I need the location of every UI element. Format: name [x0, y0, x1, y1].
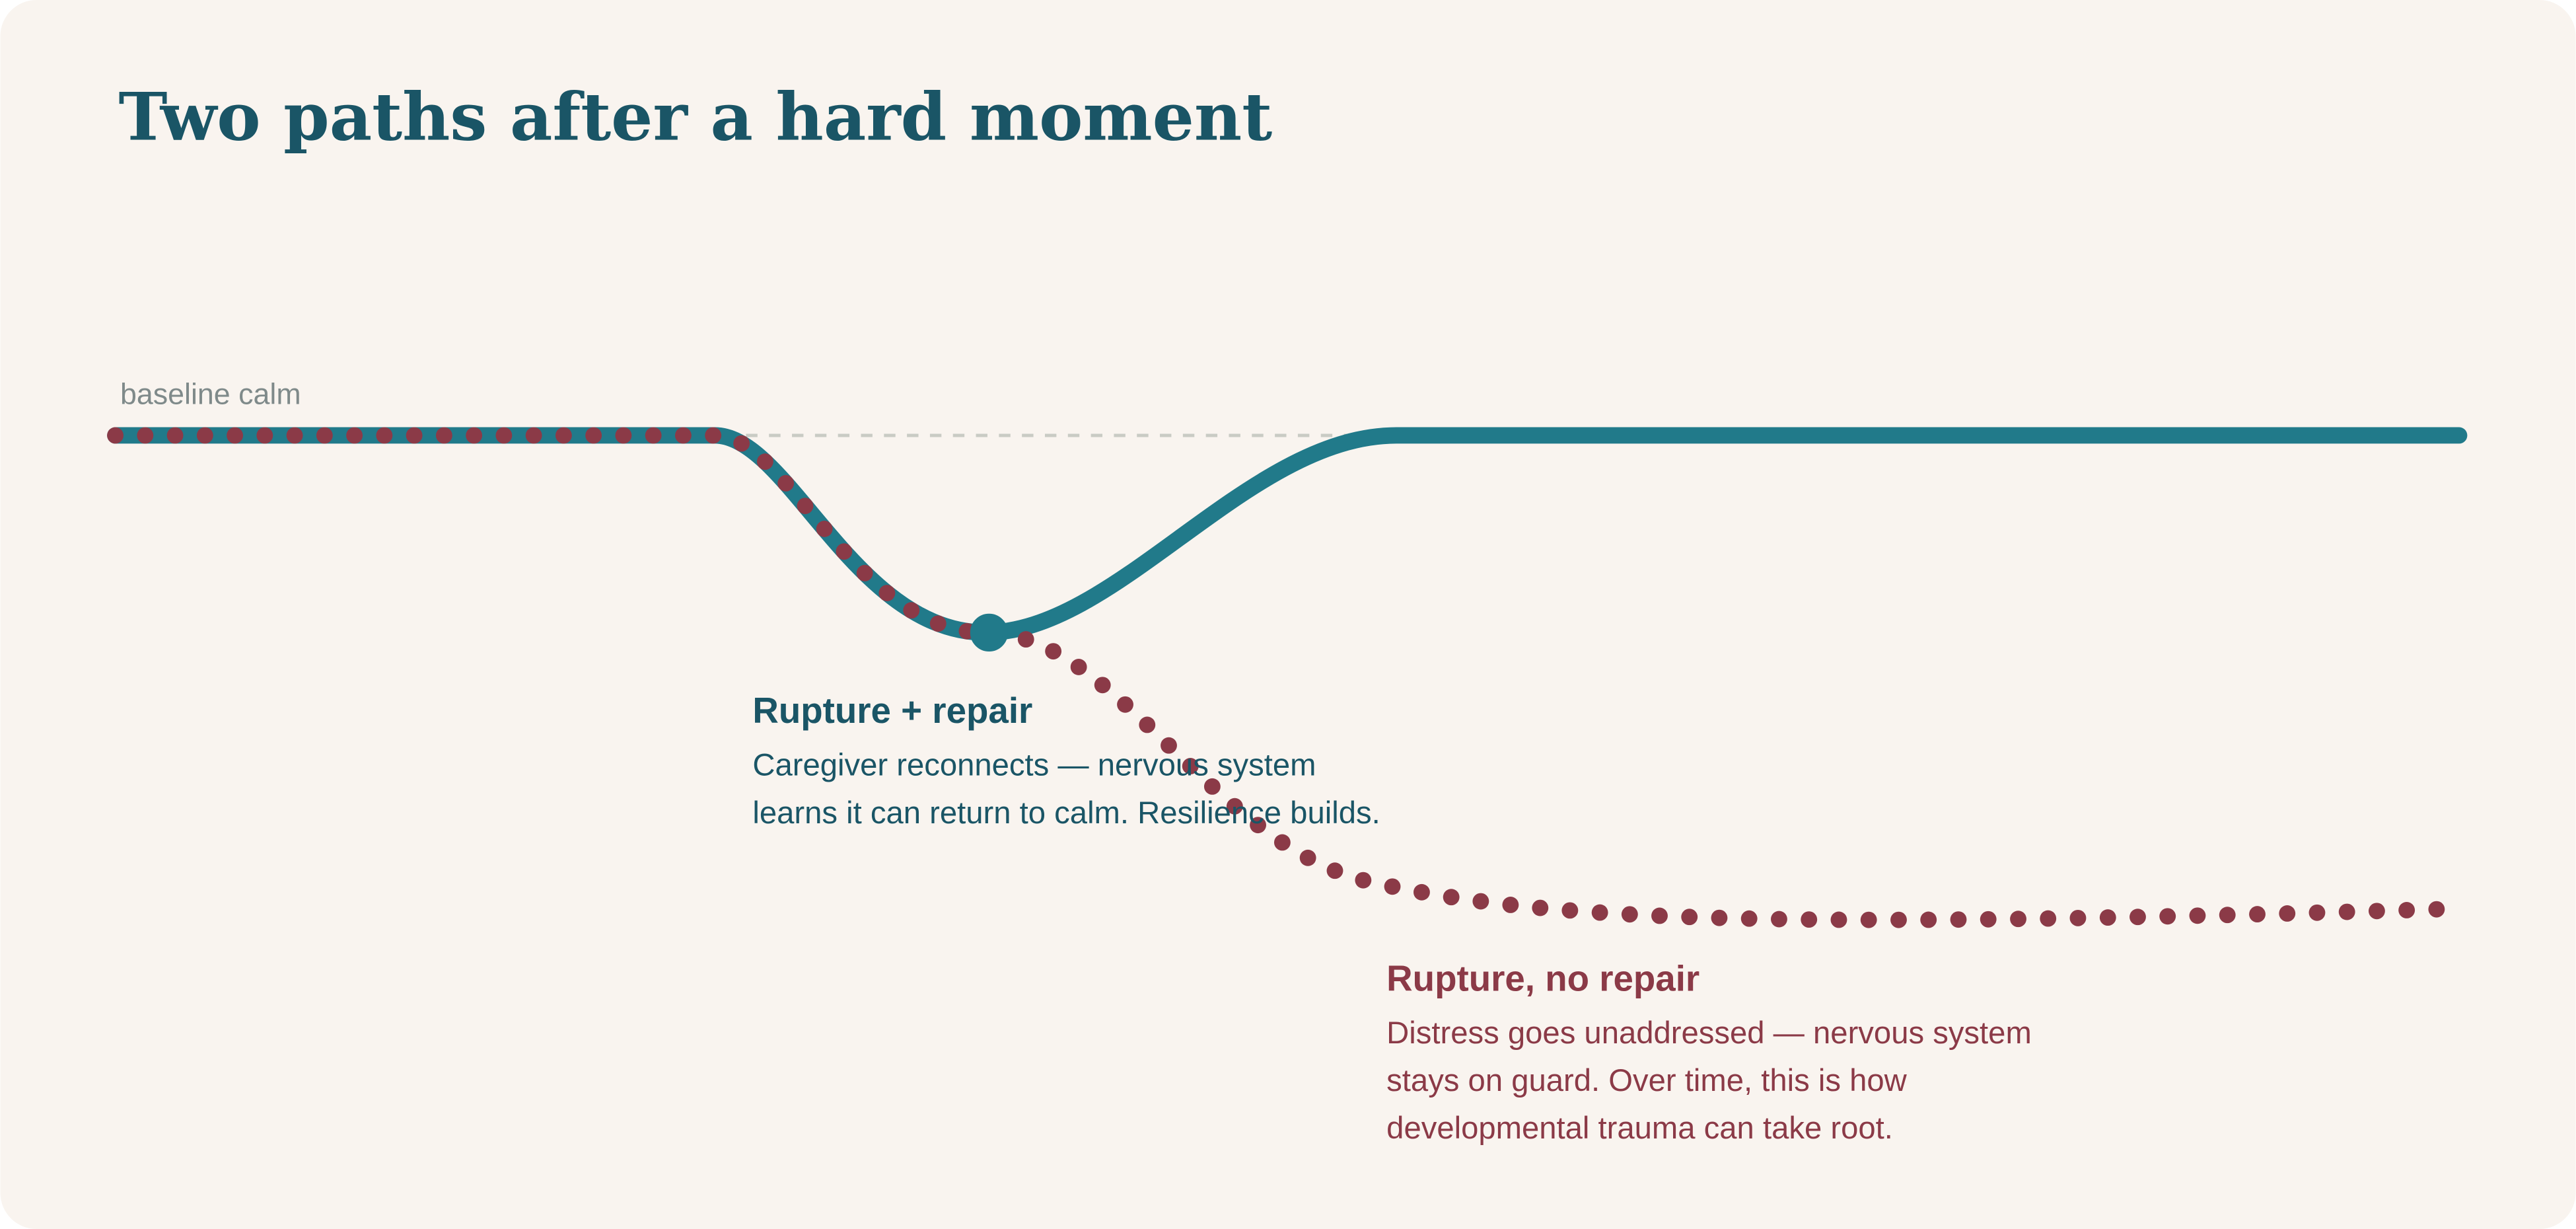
repair-annotation: Rupture + repair Caregiver reconnects — …: [752, 690, 1380, 831]
annotation-line: developmental trauma can take root.: [1386, 1111, 1893, 1146]
baseline-label: baseline calm: [120, 378, 301, 411]
rupture-point: [970, 613, 1009, 652]
annotation-line: Distress goes unaddressed — nervous syst…: [1386, 1016, 2032, 1051]
no-repair-annotation: Rupture, no repair Distress goes unaddre…: [1386, 957, 2032, 1146]
no-repair-path: [107, 427, 2468, 928]
annotation-line: Caregiver reconnects — nervous system: [752, 748, 1316, 783]
annotation-line: learns it can return to calm. Resilience…: [752, 796, 1380, 831]
title: Two paths after a hard moment: [119, 79, 1273, 155]
annotation-heading: Rupture, no repair: [1386, 957, 1699, 998]
annotation-heading: Rupture + repair: [752, 690, 1032, 731]
annotation-line: stays on guard. Over time, this is how: [1386, 1063, 1907, 1098]
